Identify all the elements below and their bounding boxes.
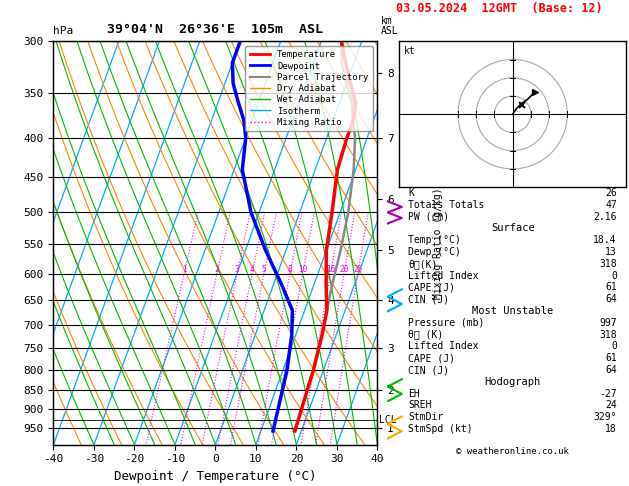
- Text: 20: 20: [340, 264, 348, 274]
- Text: EH: EH: [408, 389, 420, 399]
- Text: Dewp (°C): Dewp (°C): [408, 247, 461, 257]
- Text: 03.05.2024  12GMT  (Base: 12): 03.05.2024 12GMT (Base: 12): [396, 1, 603, 15]
- Legend: Temperature, Dewpoint, Parcel Trajectory, Dry Adiabat, Wet Adiabat, Isotherm, Mi: Temperature, Dewpoint, Parcel Trajectory…: [245, 46, 373, 131]
- Text: 329°: 329°: [593, 412, 617, 422]
- Text: 18.4: 18.4: [593, 235, 617, 245]
- Text: Temp (°C): Temp (°C): [408, 235, 461, 245]
- Text: 0: 0: [611, 271, 617, 280]
- Text: SREH: SREH: [408, 400, 432, 411]
- Text: CAPE (J): CAPE (J): [408, 282, 455, 293]
- Y-axis label: Mixing Ratio (g/kg): Mixing Ratio (g/kg): [433, 187, 443, 299]
- Text: 25: 25: [353, 264, 362, 274]
- Text: CIN (J): CIN (J): [408, 294, 450, 304]
- Text: CAPE (J): CAPE (J): [408, 353, 455, 363]
- Text: 24: 24: [605, 400, 617, 411]
- Text: 318: 318: [599, 259, 617, 269]
- Text: Surface: Surface: [491, 224, 535, 233]
- Text: Hodograph: Hodograph: [484, 377, 541, 387]
- Text: 0: 0: [611, 342, 617, 351]
- Text: Totals Totals: Totals Totals: [408, 200, 485, 210]
- Text: Most Unstable: Most Unstable: [472, 306, 554, 316]
- Text: 1: 1: [182, 264, 186, 274]
- Text: PW (cm): PW (cm): [408, 211, 450, 222]
- Text: CIN (J): CIN (J): [408, 365, 450, 375]
- Text: 64: 64: [605, 365, 617, 375]
- Text: Lifted Index: Lifted Index: [408, 342, 479, 351]
- X-axis label: Dewpoint / Temperature (°C): Dewpoint / Temperature (°C): [114, 470, 316, 483]
- Text: hPa: hPa: [53, 26, 74, 36]
- Text: 26: 26: [605, 188, 617, 198]
- Text: km
ASL: km ASL: [381, 16, 398, 36]
- Text: 47: 47: [605, 200, 617, 210]
- Text: 5: 5: [262, 264, 266, 274]
- Text: StmSpd (kt): StmSpd (kt): [408, 424, 473, 434]
- Text: 4: 4: [250, 264, 255, 274]
- Text: 64: 64: [605, 294, 617, 304]
- Text: kt: kt: [404, 46, 416, 56]
- Text: 61: 61: [605, 282, 617, 293]
- Text: © weatheronline.co.uk: © weatheronline.co.uk: [456, 447, 569, 456]
- Text: Pressure (mb): Pressure (mb): [408, 318, 485, 328]
- Text: 997: 997: [599, 318, 617, 328]
- Text: 39°04'N  26°36'E  105m  ASL: 39°04'N 26°36'E 105m ASL: [108, 23, 323, 36]
- Text: 2: 2: [214, 264, 220, 274]
- Text: 61: 61: [605, 353, 617, 363]
- Text: 10: 10: [298, 264, 308, 274]
- Text: 8: 8: [287, 264, 292, 274]
- Text: StmDir: StmDir: [408, 412, 443, 422]
- Text: LCL: LCL: [379, 416, 397, 425]
- Text: 2.16: 2.16: [593, 211, 617, 222]
- Text: 18: 18: [605, 424, 617, 434]
- Text: 16: 16: [326, 264, 335, 274]
- Text: θᴄ (K): θᴄ (K): [408, 330, 443, 340]
- Text: θᴄ(K): θᴄ(K): [408, 259, 438, 269]
- Text: K: K: [408, 188, 415, 198]
- Text: Lifted Index: Lifted Index: [408, 271, 479, 280]
- Text: -27: -27: [599, 389, 617, 399]
- Text: 13: 13: [605, 247, 617, 257]
- Text: 318: 318: [599, 330, 617, 340]
- Text: 3: 3: [235, 264, 240, 274]
